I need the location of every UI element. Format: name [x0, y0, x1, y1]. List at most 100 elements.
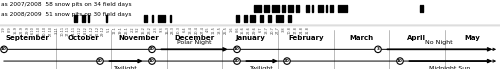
Text: 17.11: 17.11	[66, 26, 70, 36]
Ellipse shape	[375, 46, 382, 53]
Bar	[284, 5, 286, 12]
Text: 29.9: 29.9	[26, 26, 30, 34]
Bar	[326, 5, 328, 12]
Ellipse shape	[97, 58, 103, 64]
Text: as 2008/2009  51 snow pits on 30 field days: as 2008/2009 51 snow pits on 30 field da…	[1, 12, 132, 17]
Text: 24.8: 24.8	[300, 26, 304, 34]
Bar	[170, 15, 172, 22]
Text: 24.11: 24.11	[72, 26, 76, 36]
Text: November: November	[118, 35, 159, 41]
Text: 15.6: 15.6	[241, 26, 245, 34]
Text: 22.6: 22.6	[247, 26, 251, 34]
Bar	[292, 5, 294, 12]
Text: 20.7: 20.7	[270, 26, 274, 34]
Text: 17.8: 17.8	[294, 26, 298, 34]
Text: 2.2: 2.2	[130, 26, 134, 32]
Bar	[272, 5, 274, 12]
Text: 6.7: 6.7	[258, 26, 262, 32]
Bar	[306, 5, 308, 12]
Text: 10: 10	[397, 59, 403, 63]
Bar	[268, 15, 270, 22]
Text: Twilight: Twilight	[114, 66, 138, 69]
Text: January: January	[235, 35, 265, 41]
Text: 8.6: 8.6	[236, 26, 240, 32]
Text: 10: 10	[234, 47, 240, 51]
Bar	[276, 5, 278, 12]
Bar	[256, 5, 258, 12]
Ellipse shape	[149, 46, 155, 53]
Text: 10.11: 10.11	[60, 26, 64, 36]
Text: 27.7: 27.7	[276, 26, 280, 34]
Bar	[274, 5, 276, 12]
Bar	[280, 15, 281, 22]
Text: 25.5: 25.5	[224, 26, 228, 34]
Bar	[344, 5, 346, 12]
Bar	[158, 15, 160, 22]
Text: 9.3: 9.3	[160, 26, 164, 32]
Text: 1.6: 1.6	[230, 26, 234, 32]
Text: 27.10: 27.10	[48, 26, 52, 36]
Text: 3.11: 3.11	[54, 26, 58, 34]
Text: as 2007/2008  58 snow pits on 34 field days: as 2007/2008 58 snow pits on 34 field da…	[1, 2, 132, 7]
Bar	[346, 5, 348, 12]
Bar	[260, 15, 262, 22]
Text: 3.8: 3.8	[282, 26, 286, 32]
Bar	[244, 15, 246, 22]
Text: 13.7: 13.7	[264, 26, 268, 34]
Bar	[258, 5, 260, 12]
Bar	[76, 15, 78, 22]
Bar	[164, 15, 166, 22]
Bar	[144, 15, 146, 22]
Text: 13.4: 13.4	[188, 26, 192, 34]
Bar	[268, 5, 270, 12]
Bar	[290, 15, 292, 22]
Text: September: September	[6, 35, 50, 41]
Text: 15.9: 15.9	[14, 26, 18, 34]
Text: 8.9: 8.9	[8, 26, 12, 32]
Text: 19.1: 19.1	[118, 26, 122, 34]
Bar	[146, 15, 148, 22]
Ellipse shape	[1, 46, 7, 53]
Bar	[340, 5, 342, 12]
Bar	[264, 5, 266, 12]
Bar	[270, 15, 272, 22]
Bar	[288, 5, 290, 12]
Text: 18.5: 18.5	[218, 26, 222, 34]
Text: 31.8: 31.8	[306, 26, 310, 34]
Text: 26.1: 26.1	[124, 26, 128, 34]
Bar	[260, 5, 262, 12]
Bar	[322, 5, 324, 12]
Bar	[74, 15, 76, 22]
Text: 29.6: 29.6	[253, 26, 257, 34]
Text: 8.12: 8.12	[84, 26, 87, 34]
Bar	[252, 15, 254, 22]
Text: 20: 20	[234, 59, 240, 63]
Bar	[160, 15, 162, 22]
Bar	[332, 5, 334, 12]
Bar	[282, 15, 284, 22]
Bar	[82, 15, 84, 22]
Bar	[330, 5, 332, 12]
Text: 1.9: 1.9	[2, 26, 6, 32]
Bar	[262, 15, 264, 22]
Text: February: February	[288, 35, 324, 41]
Bar	[290, 5, 292, 12]
Text: 20.10: 20.10	[43, 26, 47, 36]
Ellipse shape	[234, 58, 240, 64]
Text: 20: 20	[284, 59, 290, 63]
Text: 22.9: 22.9	[20, 26, 24, 34]
Text: Twilight: Twilight	[250, 66, 274, 69]
Bar	[278, 5, 280, 12]
Text: October: October	[68, 35, 99, 41]
Bar	[312, 5, 314, 12]
Bar	[254, 15, 256, 22]
Bar	[298, 5, 300, 12]
Text: 10: 10	[149, 59, 155, 63]
Text: 10.8: 10.8	[288, 26, 292, 34]
Bar	[308, 5, 310, 12]
Text: 2.3: 2.3	[154, 26, 158, 32]
Text: 11.5: 11.5	[212, 26, 216, 34]
Ellipse shape	[284, 58, 290, 64]
Bar	[254, 5, 256, 12]
Text: 12.1: 12.1	[113, 26, 117, 34]
